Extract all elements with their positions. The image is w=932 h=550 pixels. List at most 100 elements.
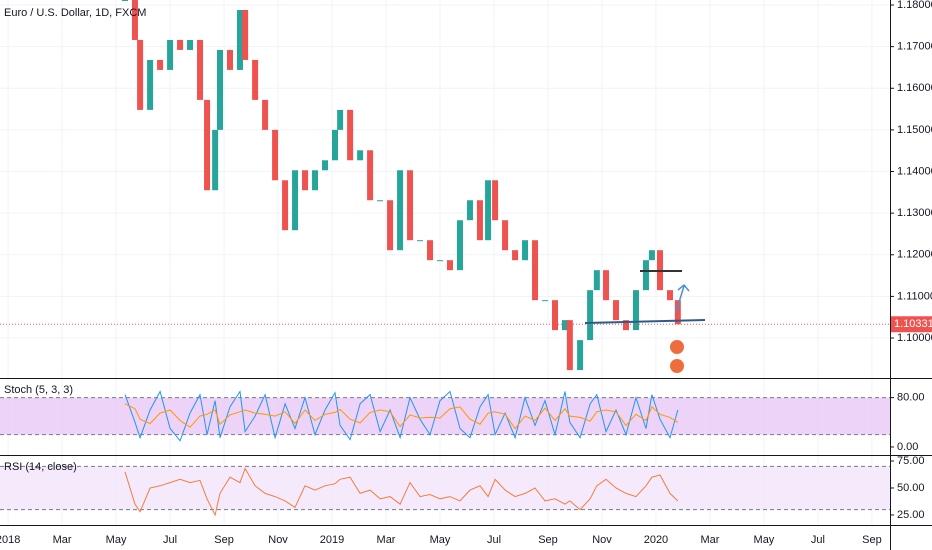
- y-tick-label: 1.17000: [897, 41, 932, 53]
- candle: [242, 9, 249, 60]
- y-tick-label: 1.10000: [897, 332, 932, 344]
- chart-title: Euro / U.S. Dollar, 1D, FXCM: [4, 7, 146, 19]
- candle: [648, 250, 655, 261]
- candle: [492, 180, 499, 221]
- band: [0, 466, 890, 510]
- candle: [357, 150, 364, 161]
- last-price-label: 1.10331: [894, 318, 932, 330]
- candle: [262, 99, 269, 130]
- candle: [347, 109, 354, 161]
- candle: [666, 290, 673, 301]
- x-tick-label: Mar: [377, 534, 396, 546]
- x-tick-label: Mar: [53, 534, 72, 546]
- candle: [603, 270, 610, 301]
- x-tick-label: 2018: [0, 534, 20, 546]
- candle: [577, 340, 584, 371]
- y-tick-label: 75.00: [897, 455, 925, 467]
- candle: [204, 99, 211, 191]
- candle: [417, 240, 424, 242]
- x-tick-label: May: [430, 534, 451, 546]
- x-tick-label: Jul: [163, 534, 177, 546]
- x-tick-label: 2019: [320, 534, 344, 546]
- last-price-tag: [890, 316, 932, 333]
- candle: [407, 170, 414, 241]
- x-tick-label: Sep: [214, 534, 234, 546]
- candle: [236, 9, 243, 70]
- panel: [0, 390, 890, 442]
- candle: [552, 300, 559, 331]
- candle: [377, 200, 384, 202]
- candle: [197, 39, 204, 100]
- candle: [397, 170, 404, 251]
- candle: [226, 49, 233, 70]
- y-tick-label: 0.00: [897, 441, 918, 453]
- y-tick-label: 1.11000: [897, 290, 932, 302]
- x-tick-label: Nov: [592, 534, 612, 546]
- candle: [593, 270, 600, 291]
- x-tick-label: Nov: [268, 534, 288, 546]
- x-tick-label: Sep: [862, 534, 882, 546]
- candle: [613, 300, 620, 321]
- event-icon: [670, 359, 684, 373]
- candle: [437, 260, 444, 262]
- candle: [137, 39, 144, 110]
- candle: [587, 290, 594, 341]
- candle: [485, 180, 492, 241]
- candle: [622, 320, 629, 331]
- x-tick-label: Mar: [700, 534, 719, 546]
- x-tick-label: Jul: [487, 534, 501, 546]
- indicator-line: [124, 403, 679, 430]
- candle: [561, 320, 568, 331]
- x-tick-label: May: [106, 534, 127, 546]
- candle: [331, 129, 338, 161]
- band: [0, 397, 890, 435]
- candle: [312, 170, 319, 191]
- panel: [0, 0, 890, 371]
- candle: [187, 39, 194, 50]
- candle: [121, 0, 128, 1]
- indicator-title: Stoch (5, 3, 3): [4, 384, 73, 396]
- candle: [177, 39, 184, 50]
- candle: [566, 320, 573, 371]
- candle: [502, 220, 509, 251]
- y-tick-label: 1.18000: [897, 0, 932, 11]
- y-tick-label: 25.00: [897, 509, 925, 521]
- indicator-line: [124, 390, 679, 442]
- candle: [522, 240, 529, 261]
- candle: [542, 300, 549, 302]
- candle: [387, 200, 394, 251]
- y-tick-label: 50.00: [897, 482, 925, 494]
- candle: [167, 39, 174, 70]
- y-tick-label: 80.00: [897, 392, 925, 404]
- candle: [446, 260, 453, 271]
- candle: [337, 109, 344, 130]
- candle: [532, 240, 539, 301]
- y-tick-label: 1.12000: [897, 249, 932, 261]
- candle: [282, 180, 289, 231]
- candle: [674, 300, 681, 325]
- candle: [322, 160, 329, 171]
- candle: [147, 59, 154, 110]
- candle: [252, 59, 259, 100]
- trend-line: [584, 319, 706, 324]
- x-tick-label: 2020: [644, 534, 668, 546]
- candle: [642, 260, 649, 291]
- y-tick-label: 1.13000: [897, 207, 932, 219]
- candle: [512, 250, 519, 261]
- y-tick-label: 1.14000: [897, 165, 932, 177]
- candle: [632, 290, 639, 331]
- x-tick-label: Jul: [811, 534, 825, 546]
- candle: [217, 49, 224, 130]
- candle: [367, 150, 374, 201]
- candle: [131, 0, 138, 40]
- candle: [292, 170, 299, 231]
- candle: [476, 200, 483, 241]
- indicator-line: [124, 467, 679, 517]
- event-icon: [670, 340, 684, 354]
- x-tick-label: May: [754, 534, 775, 546]
- candle: [272, 129, 279, 181]
- arrow: [675, 283, 690, 313]
- candle: [157, 59, 164, 70]
- candle: [427, 240, 434, 261]
